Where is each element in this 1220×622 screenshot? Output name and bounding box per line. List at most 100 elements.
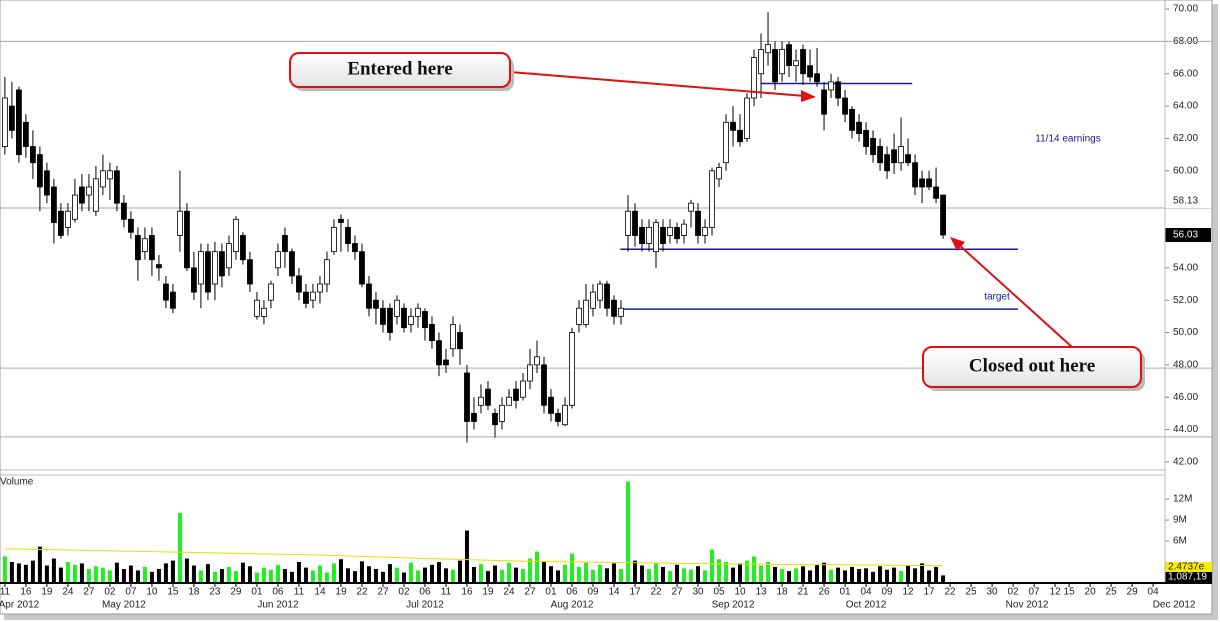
candle-body (254, 299, 260, 317)
volume-bar (492, 565, 497, 583)
volume-bar (499, 569, 504, 583)
volume-bar (815, 564, 820, 583)
candle-body (639, 226, 645, 244)
volume-bar (310, 570, 315, 583)
volume-bar (485, 571, 490, 583)
candle-body (9, 105, 15, 131)
candle-body (268, 283, 274, 301)
callout-text: Entered here (347, 58, 452, 79)
x-tick-label: 07 (125, 587, 137, 598)
volume-bar (731, 567, 736, 583)
candle-body (681, 223, 687, 236)
callout-text: Closed out here (969, 355, 1095, 376)
candle-body (849, 108, 855, 131)
volume-bar (247, 566, 252, 583)
candle-body (240, 235, 246, 261)
volume-bar (72, 564, 77, 583)
candle-body (387, 307, 393, 333)
volume-tick-label: 12M (1173, 494, 1192, 505)
candle-body (142, 238, 148, 253)
candle-body (191, 267, 197, 293)
volume-bar (457, 560, 462, 583)
volume-bar (128, 565, 133, 583)
candle-body (478, 396, 484, 406)
volume-label-box (1165, 572, 1212, 582)
volume-bar (710, 549, 715, 583)
candle-body (562, 404, 568, 426)
volume-bar (429, 564, 434, 583)
candle-body (625, 210, 631, 236)
month-label: Jul 2012 (406, 600, 444, 611)
candle-body (723, 121, 729, 164)
x-tick-label: 16 (20, 587, 32, 598)
candle-body (548, 396, 554, 414)
volume-bar (338, 559, 343, 583)
volume-bar (114, 562, 119, 583)
volume-bar (569, 553, 574, 583)
volume-bar (317, 565, 322, 583)
x-tick-label: 02 (104, 587, 116, 598)
candle-body (114, 170, 120, 204)
candle-body (198, 251, 204, 285)
candle-body (212, 251, 218, 285)
volume-bar (387, 564, 392, 583)
callout-box (289, 52, 511, 88)
volume-bar (282, 569, 287, 583)
candle-body (415, 307, 421, 317)
y-tick-label: 50.00 (1173, 327, 1198, 338)
candle-body (317, 283, 323, 293)
volume-bar (555, 570, 560, 583)
candle-body (51, 186, 57, 223)
volume-bar (633, 560, 638, 583)
candle-body (590, 291, 596, 309)
volume-bar (696, 566, 701, 583)
volume-bar (415, 570, 420, 583)
y-tick-label: 42.00 (1173, 457, 1198, 468)
y-tick-label: 46.00 (1173, 392, 1198, 403)
x-tick-label: 15 (167, 587, 179, 598)
candle-body (520, 380, 526, 398)
x-tick-label: 12 (902, 587, 914, 598)
candle-body (604, 283, 610, 309)
candle-body (282, 235, 288, 253)
candle-body (450, 324, 456, 350)
volume-bar (850, 566, 855, 583)
candle-body (933, 186, 939, 199)
price-label: 58.13 (1173, 196, 1198, 207)
candle-body (366, 283, 372, 309)
candle-body (751, 57, 757, 99)
candle-body (226, 243, 232, 269)
volume-bar (9, 562, 14, 583)
earnings-note: 11/14 earnings (1035, 134, 1100, 145)
volume-bar (149, 571, 154, 583)
month-label: Sep 2012 (712, 600, 755, 611)
x-tick-label: 09 (587, 587, 599, 598)
x-tick-label: 01 (839, 587, 851, 598)
candle-body (275, 251, 281, 269)
candle-body (730, 121, 736, 131)
candle-body (331, 226, 337, 253)
y-tick-label: 62.00 (1173, 133, 1198, 144)
price-label: 56.03 (1173, 230, 1198, 241)
x-tick-label: 14 (608, 587, 620, 598)
month-label: Dec 2012 (1153, 600, 1196, 611)
x-tick-label: 16 (461, 587, 473, 598)
candle-body (72, 194, 78, 220)
candle-body (429, 324, 435, 342)
candle-body (940, 194, 946, 236)
volume-bar (443, 568, 448, 583)
volume-bar (605, 568, 610, 583)
candle-body (737, 129, 743, 143)
candle-body (2, 97, 8, 147)
volume-bar (906, 565, 911, 583)
candle-body (569, 332, 575, 406)
candle-body (471, 412, 477, 422)
volume-bar (927, 570, 932, 583)
volume-bar (93, 566, 98, 583)
candle-body (800, 49, 806, 75)
month-label: Apr 2012 (0, 600, 40, 611)
candle-body (821, 89, 827, 115)
candle-body (23, 121, 29, 147)
candle-body (289, 251, 295, 277)
x-tick-label: 25 (1106, 587, 1118, 598)
